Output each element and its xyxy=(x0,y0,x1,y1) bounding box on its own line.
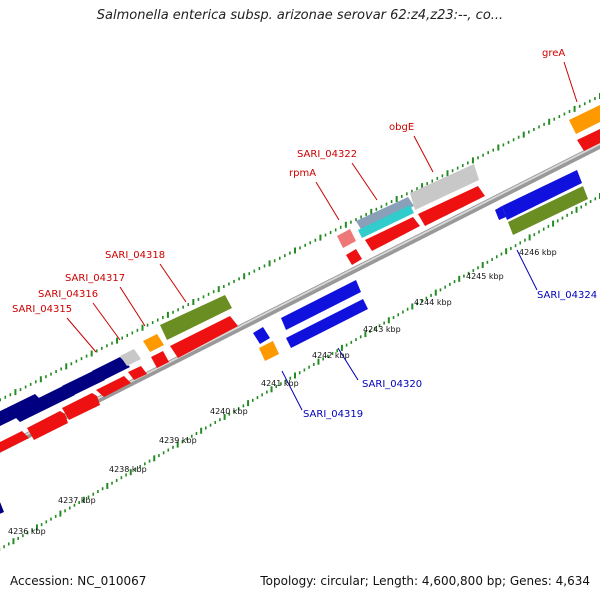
gene-label-forward[interactable]: SARI_04315 xyxy=(12,304,72,315)
outer-dotted-ruler xyxy=(0,93,600,402)
kbp-label: 4240 kbp xyxy=(210,407,248,416)
leader-line xyxy=(563,61,578,103)
gene-block-orange[interactable] xyxy=(569,105,600,134)
kbp-labels: 4236 kbp 4237 kbp 4238 kbp 4239 kbp 4240 kbp… xyxy=(8,248,557,536)
gene-block-olive[interactable] xyxy=(508,186,588,235)
leader-line xyxy=(337,347,359,381)
gene-arrow-red[interactable] xyxy=(346,249,362,265)
leader-line xyxy=(315,181,340,221)
kbp-label: 4246 kbp xyxy=(519,248,557,257)
gene-block-navy[interactable] xyxy=(0,502,4,518)
gene-arrow-red[interactable] xyxy=(62,393,100,420)
gene-block-pink[interactable] xyxy=(337,229,356,248)
gene-arrow-red[interactable] xyxy=(128,366,147,380)
leader-lines xyxy=(66,61,578,411)
kbp-label: 4236 kbp xyxy=(8,527,46,536)
leader-line xyxy=(92,302,121,341)
gene-arrow-red[interactable] xyxy=(170,316,238,358)
gene-block-orange[interactable] xyxy=(259,341,279,361)
gene-label-forward[interactable]: SARI_04318 xyxy=(105,250,165,261)
gene-block-navy[interactable] xyxy=(10,385,75,422)
gene-labels: greA obgE SARI_04322 rpmA SARI_04318 SARI_043… xyxy=(12,48,597,420)
leader-line xyxy=(119,286,146,327)
gene-block-gray[interactable] xyxy=(120,349,141,366)
accession-text: Accession: NC_010067 xyxy=(10,574,147,588)
gene-arrow-red[interactable] xyxy=(418,186,485,226)
gene-label-forward[interactable]: obgE xyxy=(389,122,414,133)
gene-label-reverse[interactable]: SARI_04320 xyxy=(362,379,422,390)
leader-line xyxy=(516,249,538,291)
gene-arrow-blue[interactable] xyxy=(281,280,361,330)
map-title: Salmonella enterica subsp. arizonae sero… xyxy=(96,8,504,23)
leader-line xyxy=(159,263,187,303)
gene-arrow-red[interactable] xyxy=(27,411,68,440)
kbp-label: 4245 kbp xyxy=(466,272,504,281)
forward-strand-track xyxy=(0,105,600,454)
kbp-label: 4242 kbp xyxy=(312,351,350,360)
kbp-label: 4244 kbp xyxy=(414,298,452,307)
gene-block-slate[interactable] xyxy=(356,197,414,231)
leader-line xyxy=(281,370,303,411)
inner-dotted-ruler xyxy=(0,193,600,551)
gene-label-forward[interactable]: greA xyxy=(542,48,565,59)
leader-line xyxy=(351,162,378,201)
gene-arrow-red[interactable] xyxy=(151,351,169,368)
gene-arrow-blue[interactable] xyxy=(286,299,368,348)
reverse-strand-track xyxy=(0,170,588,518)
gene-label-forward[interactable]: rpmA xyxy=(289,168,316,179)
backbone-highlight xyxy=(0,143,600,449)
gene-label-forward[interactable]: SARI_04316 xyxy=(38,289,98,300)
gene-block-olive[interactable] xyxy=(160,295,232,340)
gene-block-navy[interactable] xyxy=(92,357,130,381)
gene-label-reverse[interactable]: SARI_04324 xyxy=(537,290,597,301)
gene-label-forward[interactable]: SARI_04317 xyxy=(65,273,125,284)
gene-block-cyan[interactable] xyxy=(358,205,414,238)
leader-line xyxy=(413,135,434,173)
kbp-label: 4243 kbp xyxy=(363,325,401,334)
kbp-label: 4237 kbp xyxy=(58,496,96,505)
summary-text: Topology: circular; Length: 4,600,800 bp… xyxy=(260,574,590,588)
gene-arrow-red[interactable] xyxy=(0,431,29,454)
leader-line xyxy=(66,317,97,353)
gene-label-forward[interactable]: SARI_04322 xyxy=(297,149,357,160)
gene-block-orange[interactable] xyxy=(143,334,164,352)
gene-arrow-red[interactable] xyxy=(96,376,131,397)
kbp-label: 4241 kbp xyxy=(261,379,299,388)
gene-arrow-red[interactable] xyxy=(577,129,600,151)
kbp-label: 4238 kbp xyxy=(109,465,147,474)
gene-arrow-red[interactable] xyxy=(365,217,420,251)
kbp-label: 4239 kbp xyxy=(159,436,197,445)
gene-arrow-blue[interactable] xyxy=(502,170,582,220)
gene-arrow-blue[interactable] xyxy=(253,327,270,344)
gene-label-reverse[interactable]: SARI_04319 xyxy=(303,409,363,420)
gene-block-navy[interactable] xyxy=(62,370,105,396)
gene-block-gray[interactable] xyxy=(410,164,479,210)
